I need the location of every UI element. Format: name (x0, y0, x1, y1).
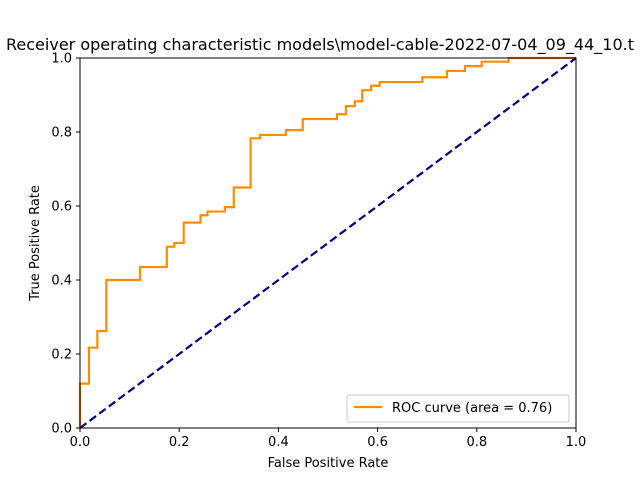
axes-frame (79, 57, 577, 429)
chart-title: Receiver operating characteristic models… (6, 35, 634, 55)
chance-diagonal-line (79, 57, 577, 429)
x-tick-label: 0.0 (70, 435, 91, 450)
legend: ROC curve (area = 0.76) (346, 394, 570, 423)
x-axis-ticks: 0.0 0.2 0.4 0.6 0.8 1.0 (70, 428, 587, 450)
x-tick-label: 0.2 (169, 435, 190, 450)
x-axis-label: False Positive Rate (268, 456, 389, 471)
y-axis-label: True Positive Rate (28, 185, 43, 302)
plot-area (78, 56, 577, 429)
y-axis-ticks: 0.0 0.2 0.4 0.6 0.8 1.0 (51, 52, 80, 437)
x-tick-label: 1.0 (566, 435, 587, 450)
y-tick-label: 0.6 (51, 200, 72, 215)
y-tick-label: 0.0 (51, 422, 72, 437)
legend-box (346, 394, 570, 423)
y-tick-label: 0.8 (51, 126, 72, 141)
legend-label-roc-curve: ROC curve (area = 0.76) (392, 401, 552, 416)
x-tick-label: 0.6 (367, 435, 388, 450)
roc-curve-line (78, 56, 576, 428)
x-tick-label: 0.4 (268, 435, 289, 450)
y-tick-label: 0.4 (51, 274, 72, 289)
x-tick-label: 0.8 (466, 435, 487, 450)
y-tick-label: 0.2 (51, 348, 72, 363)
y-tick-label: 1.0 (51, 52, 72, 67)
